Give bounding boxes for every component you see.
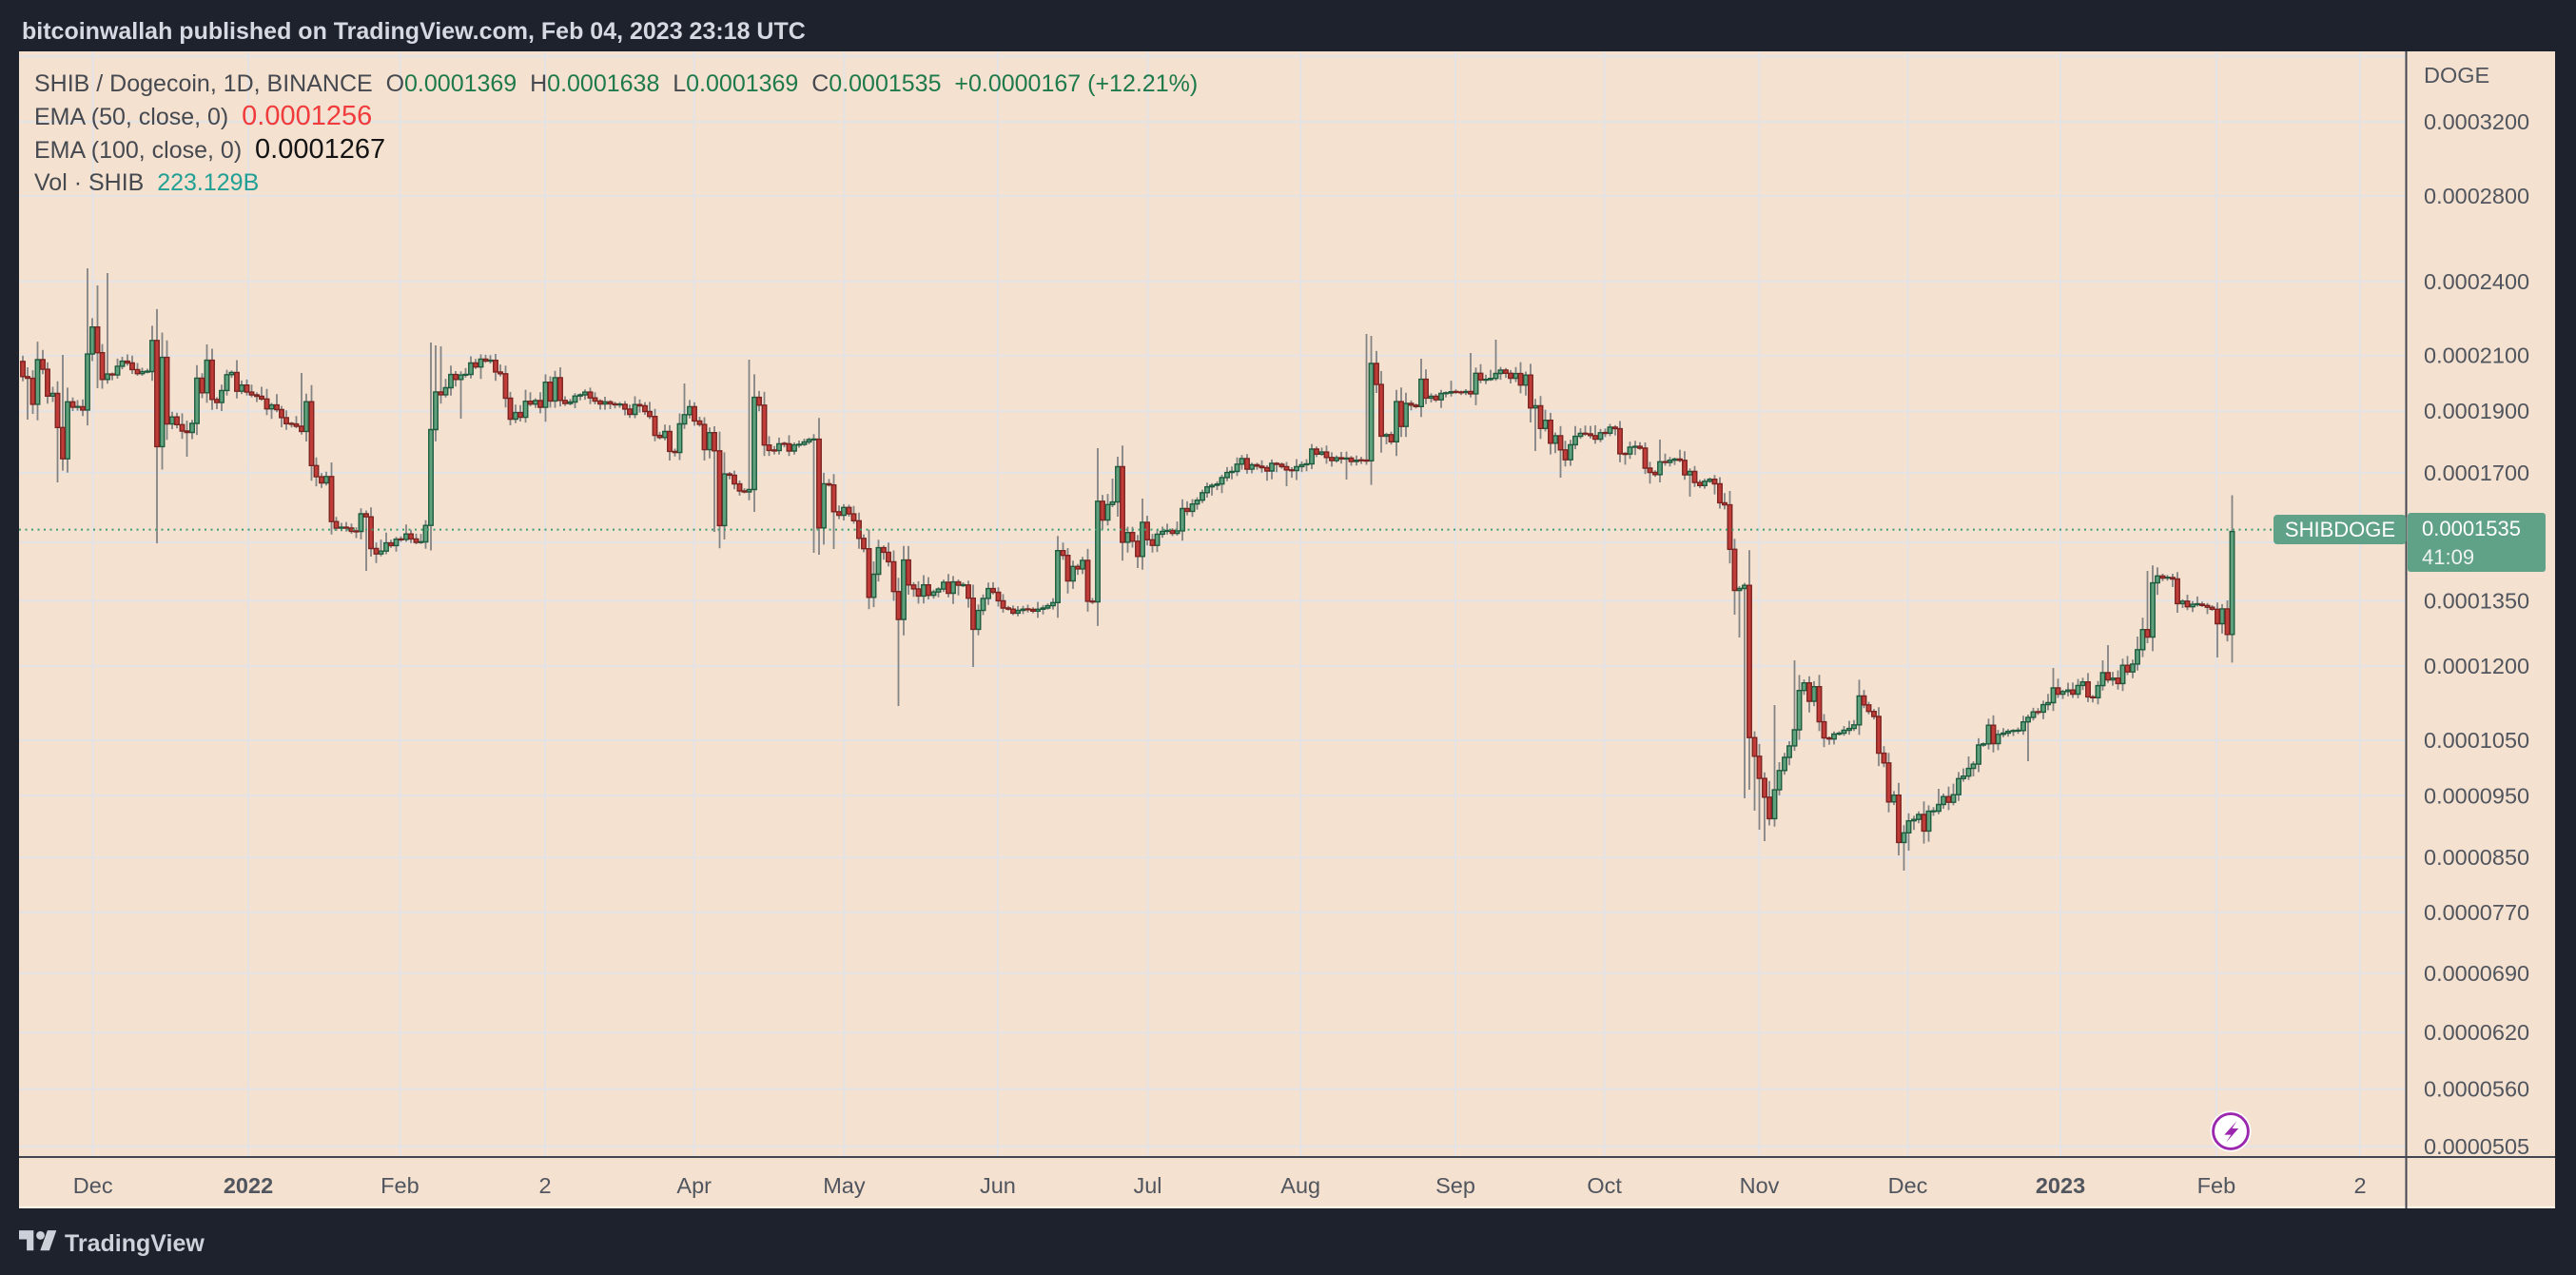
svg-text:41:09: 41:09 <box>2422 545 2474 569</box>
svg-text:EMA (100, close, 0) 0.0001267: EMA (100, close, 0) 0.0001267 <box>34 134 385 165</box>
svg-text:0.0001350: 0.0001350 <box>2424 588 2529 613</box>
svg-text:Jul: Jul <box>1133 1173 1161 1198</box>
svg-text:Oct: Oct <box>1587 1173 1622 1198</box>
svg-text:0.0000770: 0.0000770 <box>2424 900 2529 925</box>
svg-text:2: 2 <box>2353 1173 2366 1198</box>
svg-text:Feb: Feb <box>381 1173 420 1198</box>
svg-text:0.0000850: 0.0000850 <box>2424 845 2529 870</box>
svg-text:SHIB / Dogecoin, 1D, BINANCE: SHIB / Dogecoin, 1D, BINANCE O0.0001369 … <box>34 70 1198 97</box>
svg-text:0.0001700: 0.0001700 <box>2424 461 2529 485</box>
svg-text:Sep: Sep <box>1435 1173 1475 1198</box>
svg-text:Dec: Dec <box>1888 1173 1928 1198</box>
svg-text:May: May <box>823 1173 866 1198</box>
svg-text:SHIBDOGE: SHIBDOGE <box>2285 518 2395 541</box>
svg-text:0.0003200: 0.0003200 <box>2424 109 2529 134</box>
svg-text:0.0002100: 0.0002100 <box>2424 343 2529 368</box>
svg-text:0.0002800: 0.0002800 <box>2424 184 2529 208</box>
svg-text:bitcoinwallah published on Tra: bitcoinwallah published on TradingView.c… <box>22 18 806 45</box>
svg-text:0.0000690: 0.0000690 <box>2424 961 2529 986</box>
svg-text:Dec: Dec <box>73 1173 113 1198</box>
svg-text:0.0000950: 0.0000950 <box>2424 783 2529 808</box>
svg-text:0.0000560: 0.0000560 <box>2424 1077 2529 1102</box>
svg-text:2: 2 <box>538 1173 551 1198</box>
svg-text:Apr: Apr <box>676 1173 712 1198</box>
svg-text:Nov: Nov <box>1740 1173 1780 1198</box>
svg-text:DOGE: DOGE <box>2424 63 2489 88</box>
svg-text:Aug: Aug <box>1280 1173 1320 1198</box>
svg-text:0.0000620: 0.0000620 <box>2424 1020 2529 1045</box>
svg-text:EMA (50, close, 0) 0.0001256: EMA (50, close, 0) 0.0001256 <box>34 101 372 131</box>
svg-text:Vol · SHIB 223.129B: Vol · SHIB 223.129B <box>34 169 259 196</box>
svg-text:2022: 2022 <box>224 1173 273 1198</box>
svg-text:2023: 2023 <box>2036 1173 2085 1198</box>
svg-text:0.0000505: 0.0000505 <box>2424 1134 2529 1159</box>
svg-text:0.0002400: 0.0002400 <box>2424 269 2529 294</box>
svg-text:Feb: Feb <box>2197 1173 2236 1198</box>
svg-text:0.0001535: 0.0001535 <box>2422 517 2521 540</box>
svg-text:Jun: Jun <box>980 1173 1016 1198</box>
svg-text:0.0001200: 0.0001200 <box>2424 654 2529 678</box>
svg-text:0.0001900: 0.0001900 <box>2424 399 2529 423</box>
svg-text:TradingView: TradingView <box>65 1230 205 1257</box>
svg-text:0.0001050: 0.0001050 <box>2424 728 2529 753</box>
